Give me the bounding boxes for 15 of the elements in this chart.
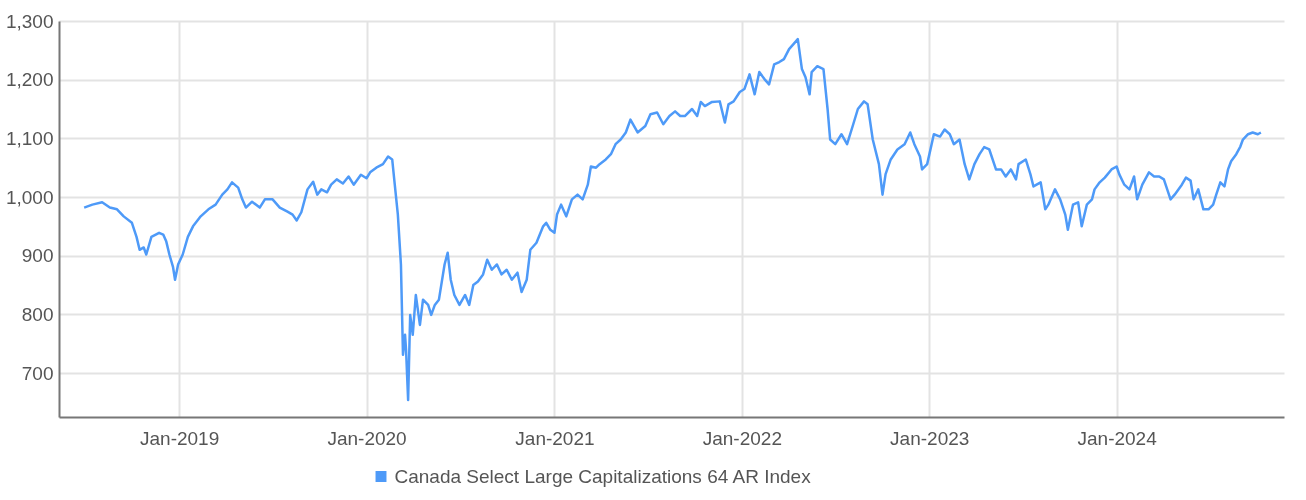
legend-label: Canada Select Large Capitalizations 64 AR Index: [394, 465, 812, 487]
x-tick-label: Jan-2021: [515, 427, 595, 449]
x-tick-label: Jan-2022: [702, 427, 782, 449]
x-tick-label: Jan-2024: [1077, 427, 1158, 449]
y-tick-label: 1,000: [5, 186, 54, 208]
y-tick-label: 800: [21, 303, 54, 325]
y-tick-label: 900: [21, 245, 54, 267]
y-tick-label: 1,300: [5, 10, 54, 32]
line-series: [82, 37, 1263, 402]
x-tick-label: Jan-2019: [140, 427, 220, 449]
x-tick-label: Jan-2023: [890, 427, 970, 449]
y-tick-label: 700: [21, 362, 54, 384]
y-tick-label: 1,100: [5, 127, 54, 149]
x-tick-label: Jan-2020: [327, 427, 407, 449]
y-tick-label: 1,200: [5, 69, 54, 91]
